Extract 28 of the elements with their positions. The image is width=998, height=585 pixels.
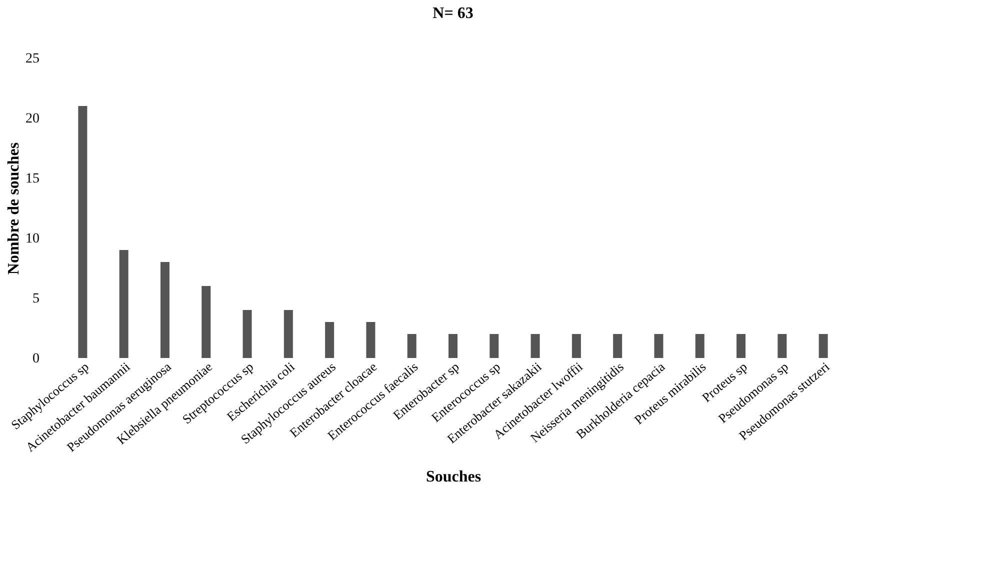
bar — [530, 334, 540, 358]
x-axis-title: Souches — [426, 468, 482, 486]
chart-title: N= 63 — [432, 5, 474, 22]
bar — [242, 310, 252, 358]
bar — [613, 334, 622, 358]
y-tick-label: 25 — [26, 52, 40, 66]
bar — [818, 334, 828, 358]
y-tick-label: 20 — [26, 112, 40, 126]
bar — [572, 334, 581, 358]
bar — [160, 262, 170, 358]
bar — [448, 334, 458, 358]
y-tick-label: 5 — [32, 292, 40, 306]
bar — [736, 334, 746, 358]
bar — [78, 106, 88, 358]
bar — [778, 334, 787, 358]
bar — [202, 286, 211, 358]
y-tick-label: 0 — [32, 352, 40, 366]
y-tick-label: 15 — [26, 172, 40, 186]
y-axis-title: Nombre de souches — [6, 142, 22, 275]
y-tick-label: 10 — [26, 232, 40, 246]
bar — [654, 334, 664, 358]
bar — [119, 250, 128, 358]
bar — [490, 334, 499, 358]
bar — [366, 322, 376, 358]
bar — [695, 334, 704, 358]
bar — [284, 310, 293, 358]
bar — [325, 322, 334, 358]
bar — [407, 334, 416, 358]
